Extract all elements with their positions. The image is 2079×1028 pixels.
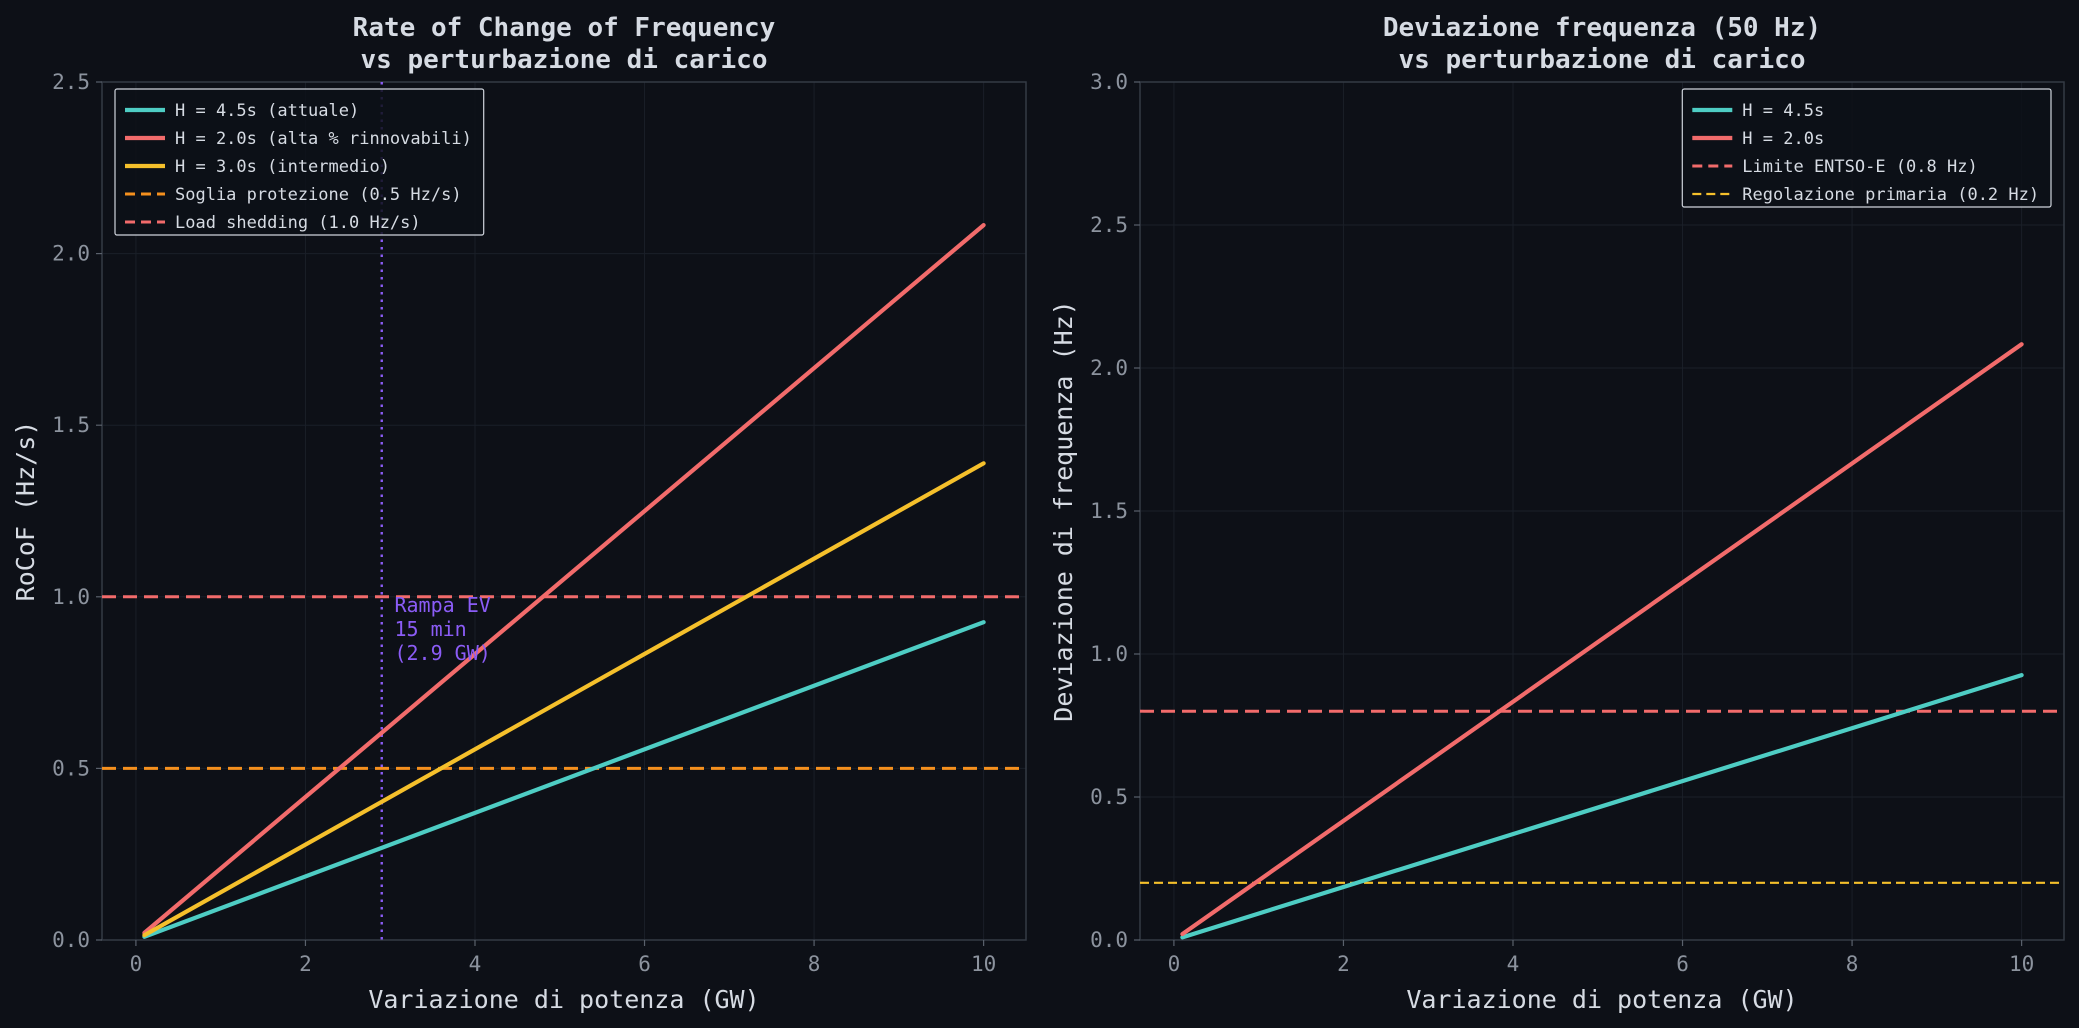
x-tick-label: 4 — [1507, 952, 1520, 976]
plot-content — [1140, 342, 2064, 940]
series-line — [142, 620, 986, 939]
x-tick-label: 4 — [469, 952, 482, 976]
legend-entry: Limite ENTSO-E (0.8 Hz) — [1742, 157, 1977, 177]
y-tick-label: 1.5 — [52, 413, 90, 437]
legend: H = 4.5s (attuale) H = 2.0s (alta % rinno… — [114, 88, 485, 236]
y-tick-label: 2.0 — [1090, 356, 1128, 380]
chart-1: 0 2 4 6 8 10 0.0 0.5 1.0 1.5 2.0 2.5 Rampa EV 15 min(… — [11, 13, 1027, 1014]
legend-entry: H = 2.0s (alta % rinnovabili) — [175, 129, 472, 149]
legend-entry: H = 3.0s (intermedio) — [175, 157, 390, 177]
legend-entry: H = 2.0s — [1742, 129, 1824, 149]
y-axis-label: Deviazione di frequenza (Hz) — [1049, 300, 1078, 721]
annotation-line: Rampa EV — [394, 593, 490, 617]
y-tick-label: 1.0 — [1090, 642, 1128, 666]
chart-2: 0 2 4 6 8 10 0.0 0.5 1.0 1.5 2.0 2.5 3.0 Deviazione f… — [1049, 13, 2065, 1014]
x-tick-label: 8 — [808, 952, 821, 976]
y-tick-label: 0.5 — [52, 756, 90, 780]
annotation-line: 15 min — [394, 617, 466, 641]
y-tick-label: 0.5 — [1090, 785, 1128, 809]
y-tick-label: 2.5 — [1090, 213, 1128, 237]
series-line — [1180, 673, 2024, 940]
series-line — [1180, 342, 2024, 937]
annotation-line: (2.9 GW) — [394, 641, 490, 665]
x-tick-label: 6 — [1676, 952, 1689, 976]
y-tick-label: 2.5 — [52, 70, 90, 94]
x-tick-label: 10 — [2009, 952, 2034, 976]
y-tick-label: 0.0 — [1090, 928, 1128, 952]
x-tick-label: 0 — [1168, 952, 1181, 976]
legend: H = 4.5s H = 2.0s Limite ENTSO-E (0.8 Hz) R… — [1681, 88, 2052, 208]
x-axis-label: Variazione di potenza (GW) — [1406, 985, 1797, 1014]
y-tick-label: 1.5 — [1090, 499, 1128, 523]
annotation-text: Rampa EV 15 min (2.9 GW) — [394, 593, 490, 665]
chart-title: Rate of Change of Frequency vs perturbazi… — [353, 13, 776, 75]
chart-title-line: vs perturbazione di carico — [361, 45, 768, 75]
y-tick-label: 2.0 — [52, 242, 90, 266]
y-axis-label: RoCoF (Hz/s) — [11, 421, 40, 602]
x-tick-label: 6 — [638, 952, 651, 976]
axes-frame — [101, 81, 1027, 941]
x-tick-label: 10 — [971, 952, 996, 976]
chart-title-line: Rate of Change of Frequency — [353, 13, 776, 43]
chart-title: Deviazione frequenza (50 Hz) vs perturbaz… — [1383, 13, 1821, 75]
x-tick-label: 8 — [1846, 952, 1859, 976]
legend-box — [1681, 88, 2052, 208]
chart-title-line: vs perturbazione di carico — [1399, 45, 1806, 75]
legend-entry: H = 4.5s — [1742, 101, 1824, 121]
series-line — [142, 461, 986, 938]
legend-entry: Regolazione primaria (0.2 Hz) — [1742, 185, 2039, 205]
x-axis-label: Variazione di potenza (GW) — [368, 985, 759, 1014]
legend-entry: Soglia protezione (0.5 Hz/s) — [175, 185, 462, 205]
chart-title-line: Deviazione frequenza (50 Hz) — [1383, 13, 1821, 43]
x-tick-label: 2 — [299, 952, 312, 976]
series-line — [142, 223, 986, 935]
x-tick-label: 0 — [130, 952, 143, 976]
y-tick-label: 3.0 — [1090, 70, 1128, 94]
legend-entry: Load shedding (1.0 Hz/s) — [175, 213, 421, 233]
y-tick-label: 1.0 — [52, 585, 90, 609]
legend-entry: H = 4.5s (attuale) — [175, 101, 359, 121]
x-tick-label: 2 — [1337, 952, 1350, 976]
y-tick-label: 0.0 — [52, 928, 90, 952]
legend-box — [114, 88, 485, 236]
